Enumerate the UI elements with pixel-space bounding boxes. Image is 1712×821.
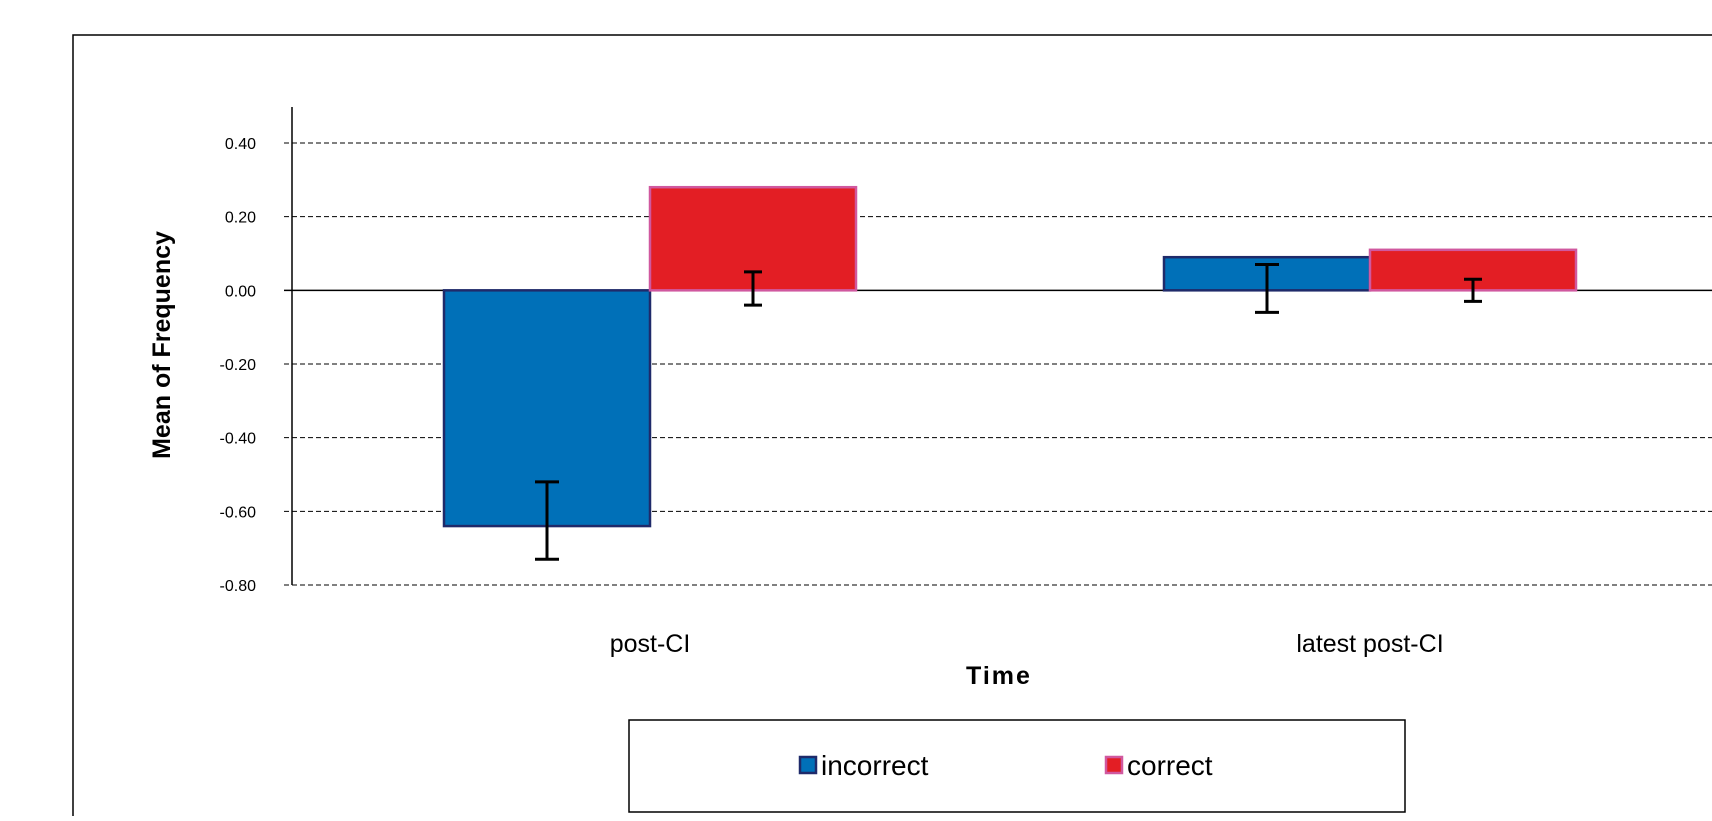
legend-label: correct	[1127, 750, 1213, 781]
y-tick-label: -0.60	[220, 504, 257, 521]
error-bar	[1464, 277, 1482, 303]
y-axis-title: Mean of Frequency	[148, 231, 176, 459]
legend: incorrect correct	[628, 719, 1406, 813]
chart-frame	[72, 34, 1712, 821]
legend-item-correct: correct	[1104, 750, 1213, 781]
error-bar	[535, 480, 559, 561]
legend-label: incorrect	[821, 750, 929, 781]
x-tick-label: latest post-CI	[1296, 630, 1443, 658]
y-tick-label: 0.00	[225, 283, 256, 300]
legend-items: incorrect correct	[798, 750, 1213, 781]
y-tick-label: -0.40	[220, 431, 257, 448]
y-tick-label: -0.20	[220, 357, 257, 374]
y-tick-label: 0.40	[225, 136, 256, 153]
y-tick-labels: 0.40 0.20 0.00 -0.20 -0.40 -0.60 -0.80	[220, 136, 257, 595]
x-tick-labels: post-CI latest post-CI	[610, 630, 1444, 658]
error-bar	[744, 270, 762, 307]
y-tick-label: -0.80	[220, 578, 257, 595]
legend-item-incorrect: incorrect	[798, 750, 929, 781]
error-bar	[1255, 263, 1279, 314]
x-tick-label: post-CI	[610, 630, 691, 658]
legend-box	[628, 719, 1406, 813]
y-tick-label: 0.20	[225, 210, 256, 227]
error-bars	[535, 263, 1482, 561]
legend-swatch	[1104, 755, 1124, 775]
legend-swatch	[798, 755, 818, 775]
x-axis-title: Time	[966, 662, 1032, 690]
